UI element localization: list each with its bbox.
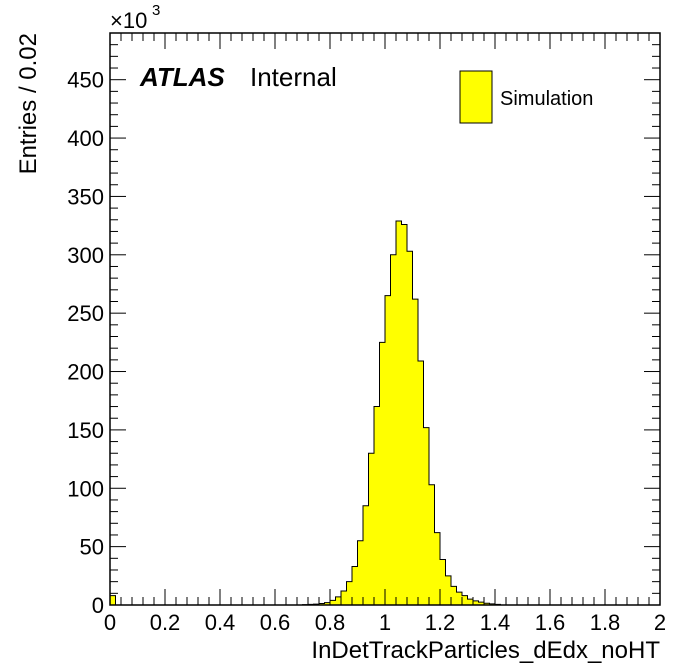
y-tick-label: 400 — [67, 126, 104, 151]
histogram-bin — [473, 600, 479, 605]
histogram-bin — [407, 251, 413, 605]
histogram-bin — [462, 595, 468, 605]
histogram-bin — [346, 581, 352, 605]
histogram-bin — [374, 406, 380, 605]
histogram-bins — [109, 220, 501, 606]
histogram-bin — [478, 602, 484, 605]
histogram-bin — [390, 254, 396, 606]
histogram-bin — [423, 427, 429, 605]
axis-ticks — [109, 32, 661, 606]
histogram-bin — [363, 505, 369, 605]
histogram-bin — [434, 532, 440, 605]
x-tick-label: 0.6 — [260, 610, 291, 635]
x-tick-label: 1 — [379, 610, 391, 635]
x-tick-label: 1.6 — [535, 610, 566, 635]
internal-label: Internal — [250, 62, 337, 92]
y-axis-multiplier-exponent: 3 — [152, 2, 160, 19]
histogram-bin — [368, 453, 374, 605]
legend-label-simulation: Simulation — [500, 88, 593, 110]
histogram-bin — [429, 484, 435, 605]
y-tick-label: 100 — [67, 476, 104, 501]
histogram-bin — [445, 575, 451, 605]
x-tick-label: 0.8 — [315, 610, 346, 635]
x-tick-label: 1.8 — [590, 610, 621, 635]
histogram-bin — [456, 592, 462, 605]
y-tick-label: 350 — [67, 184, 104, 209]
axis-tick-labels: 0 0.2 0.4 0.6 0.8 1 1.2 1.4 1.6 1.8 2 0 50 100 150 200 2… — [67, 68, 666, 635]
histogram-bin — [319, 603, 325, 605]
x-tick-label: 1.4 — [480, 610, 511, 635]
x-tick-label: 0.4 — [205, 610, 236, 635]
histogram-bin — [357, 540, 363, 605]
legend-swatch-simulation — [459, 70, 493, 124]
histogram-bin — [401, 224, 407, 606]
histogram-bin — [385, 295, 391, 605]
x-tick-label: 0.2 — [150, 610, 181, 635]
y-axis-title: Entries / 0.02 — [15, 33, 42, 174]
histogram-bin — [396, 220, 402, 605]
x-tick-label: 2 — [654, 610, 666, 635]
histogram-outline — [109, 220, 501, 606]
histogram-bin — [341, 590, 347, 605]
y-tick-label: 50 — [80, 535, 104, 560]
y-tick-label: 300 — [67, 243, 104, 268]
histogram-bin — [440, 559, 446, 605]
histogram-bin — [379, 342, 385, 605]
x-tick-label: 1.2 — [425, 610, 456, 635]
x-axis-title: InDetTrackParticles_dEdx_noHT — [311, 637, 660, 664]
y-tick-label: 200 — [67, 360, 104, 385]
y-axis-multiplier: ×10 — [110, 8, 147, 33]
x-tick-label: 0 — [104, 610, 116, 635]
histogram-bin — [467, 599, 473, 605]
y-tick-label: 0 — [92, 593, 104, 618]
atlas-label: ATLAS — [139, 62, 225, 92]
y-tick-label: 150 — [67, 418, 104, 443]
histogram-bin — [110, 595, 116, 605]
y-tick-label: 250 — [67, 301, 104, 326]
histogram-bin — [324, 602, 330, 605]
histogram-bin — [484, 603, 490, 605]
histogram-bin — [412, 299, 418, 605]
histogram-bin — [352, 566, 358, 605]
y-tick-label: 450 — [67, 68, 104, 93]
histogram-bin — [330, 600, 336, 605]
histogram-bin — [418, 361, 424, 605]
histogram-bin — [335, 596, 341, 605]
histogram-bin — [451, 586, 457, 605]
